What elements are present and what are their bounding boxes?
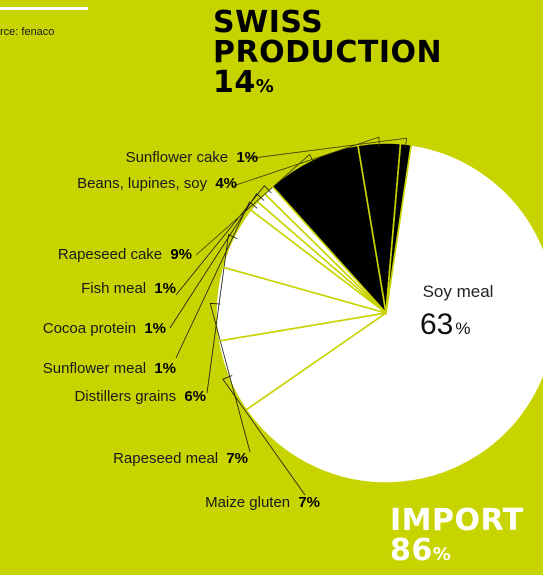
slice-separator-soy-meal — [385, 144, 412, 314]
slice-label-beans-lupines-soy: Beans, lupines, soy 4% — [77, 175, 237, 192]
import-total-value: 86 — [390, 533, 433, 568]
leader-line-distillers-grains — [206, 233, 238, 394]
slice-label-cocoa-protein: Cocoa protein 1% — [43, 320, 166, 337]
slice-separator-sunflower-cake — [385, 143, 402, 314]
swiss-total-value: 14 — [213, 65, 256, 100]
slice-separator-maize-gluten — [245, 312, 387, 411]
leader-line-sunflower-cake — [245, 137, 407, 160]
leader-line-cocoa-protein — [169, 193, 265, 329]
swiss-heading-line2: PRODUCTION — [213, 35, 443, 70]
slice-label-soy-meal: Soy meal — [423, 282, 494, 301]
slice-separator-cocoa-protein — [257, 201, 387, 314]
slice-label-sunflower-meal: Sunflower meal 1% — [43, 360, 176, 377]
slice-separator-distillers-grains — [222, 266, 387, 314]
slice-separator-fish-meal — [264, 193, 387, 314]
slice-label-distillers-grains: Distillers grains 6% — [74, 388, 206, 405]
pie-slice-soy-meal — [245, 144, 543, 484]
import-heading-label: IMPORT — [390, 503, 524, 538]
slice-labels: Soy meal 63 % Maize gluten 7% Rapeseed meal … — [43, 149, 494, 511]
slice-value-soy-meal: 63% — [420, 308, 471, 341]
leader-line-rapeseed-cake — [195, 153, 315, 256]
slice-label-rapeseed-meal: Rapeseed meal 7% — [113, 450, 248, 467]
slice-separator-rapeseed-meal — [218, 312, 387, 342]
slice-label-fish-meal: Fish meal 1% — [81, 280, 176, 297]
swiss-production-heading: SWISS PRODUCTION 14% — [213, 8, 442, 98]
swiss-total: 14% — [213, 68, 442, 98]
swiss-heading-line1: SWISS — [213, 5, 324, 40]
slice-separator-sunflower-meal — [250, 209, 387, 314]
import-total-unit: % — [432, 544, 452, 565]
leader-line-sunflower-meal — [175, 201, 258, 359]
leader-line-rapeseed-meal — [209, 303, 251, 453]
leader-lines — [169, 136, 412, 496]
slice-separator-beans-lupines-soy — [357, 145, 387, 314]
slice-label-sunflower-cake: Sunflower cake 1% — [126, 149, 258, 166]
header-rule — [0, 7, 88, 10]
slice-label-maize-gluten: Maize gluten 7% — [205, 494, 320, 511]
swiss-total-unit: % — [255, 76, 275, 97]
leader-line-maize-gluten — [222, 375, 306, 496]
slice-label-rapeseed-cake: Rapeseed cake 9% — [58, 246, 192, 263]
import-total: 86% — [390, 536, 524, 566]
slice-separator-rapeseed-cake — [271, 185, 387, 314]
leader-line-beans-lupines-soy — [232, 136, 380, 187]
pie-slices — [215, 142, 543, 484]
source-note: rce: fenaco — [0, 26, 55, 38]
import-heading: IMPORT 86% — [390, 506, 524, 566]
